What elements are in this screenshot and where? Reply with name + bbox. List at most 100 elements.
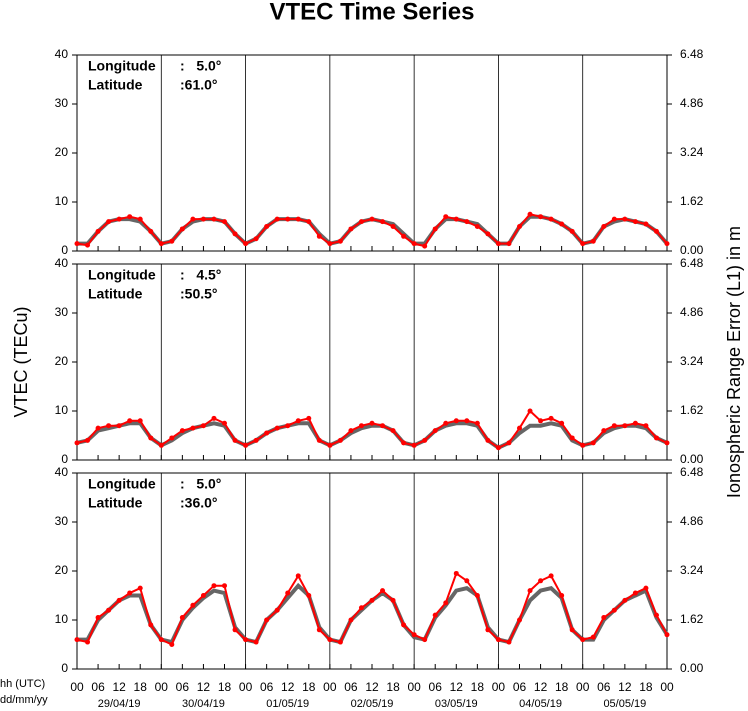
y2-tick-label: 4.86 <box>680 96 704 110</box>
data-point <box>653 228 659 234</box>
data-point <box>590 238 596 244</box>
data-point <box>211 583 217 589</box>
data-point <box>306 593 312 598</box>
data-point <box>348 428 354 434</box>
data-point <box>517 617 522 623</box>
data-point <box>643 221 649 227</box>
data-point <box>253 639 259 645</box>
annotation-label: Latitude <box>88 77 143 93</box>
x-tick-label: 06 <box>429 680 443 694</box>
data-point <box>380 423 386 429</box>
data-point <box>474 224 480 229</box>
x-tick-label: 00 <box>492 680 506 694</box>
y2-tick-label: 1.62 <box>680 403 704 417</box>
date-label: 01/05/19 <box>266 698 309 710</box>
series-line <box>76 421 668 451</box>
data-point <box>158 442 164 448</box>
x-tick-label: 12 <box>450 680 464 694</box>
data-point <box>369 420 375 426</box>
y2-tick-label: 6.48 <box>680 47 704 61</box>
y2-tick-label: 6.48 <box>680 465 704 479</box>
x-tick-label: 00 <box>239 680 253 694</box>
series-line <box>76 409 668 449</box>
data-point <box>295 573 301 579</box>
y2-tick-label: 3.24 <box>680 354 704 368</box>
data-point <box>222 219 227 225</box>
data-point <box>548 415 554 421</box>
y2-tick-label: 3.24 <box>680 145 704 159</box>
data-point <box>569 228 575 234</box>
date-label: 02/05/19 <box>351 698 394 710</box>
data-point <box>569 627 575 633</box>
y-tick-label: 10 <box>55 403 69 417</box>
x-tick-label: 12 <box>365 680 379 694</box>
data-point <box>348 226 354 232</box>
data-point <box>148 228 154 234</box>
series-line <box>77 582 669 645</box>
data-point <box>306 415 312 421</box>
data-point <box>632 219 638 225</box>
data-point <box>632 420 638 426</box>
annotation-label: Latitude <box>88 286 143 302</box>
data-point <box>506 639 512 645</box>
y2-tick-label: 0.00 <box>680 452 704 466</box>
x-axis-label: hh (UTC) <box>0 678 45 690</box>
data-point <box>453 570 459 576</box>
y-tick-label: 40 <box>55 465 69 479</box>
data-point <box>169 435 175 441</box>
data-point <box>85 437 91 443</box>
data-point <box>611 216 617 222</box>
data-point <box>137 585 143 591</box>
x-tick-label: 18 <box>134 680 148 694</box>
date-label: 04/05/19 <box>519 698 562 710</box>
date-label: 29/04/19 <box>98 698 141 710</box>
x-tick-label: 06 <box>260 680 274 694</box>
data-point <box>611 607 617 613</box>
data-point <box>495 445 501 451</box>
plot-frame <box>76 263 668 461</box>
data-point <box>664 241 670 247</box>
data-point <box>390 428 396 434</box>
data-point <box>222 420 227 426</box>
data-point <box>211 415 217 421</box>
data-point <box>601 224 607 229</box>
data-point <box>538 418 544 424</box>
data-point <box>316 233 322 239</box>
data-point <box>85 639 91 645</box>
y2-tick-label: 6.48 <box>680 256 704 270</box>
data-point <box>327 442 333 448</box>
data-point <box>74 241 80 247</box>
data-point <box>285 423 291 429</box>
data-point <box>148 435 154 441</box>
data-point <box>485 437 491 443</box>
data-point <box>390 224 396 229</box>
data-point <box>295 216 301 222</box>
data-point <box>485 231 491 237</box>
data-point <box>337 639 343 645</box>
data-point <box>380 588 386 594</box>
data-point <box>653 435 659 441</box>
data-point <box>95 425 101 431</box>
data-point <box>527 408 533 414</box>
data-point <box>337 437 343 443</box>
data-point <box>274 607 280 613</box>
data-point <box>464 418 470 424</box>
data-point <box>106 423 112 429</box>
x-tick-label: 00 <box>155 680 169 694</box>
data-point <box>664 632 670 638</box>
data-point <box>485 627 491 633</box>
y-tick-label: 30 <box>55 514 69 528</box>
data-point <box>211 216 217 222</box>
data-point <box>222 583 227 589</box>
data-point <box>464 578 470 584</box>
data-point <box>95 228 101 234</box>
data-point <box>443 420 449 426</box>
data-point <box>517 425 522 431</box>
data-point <box>611 423 617 429</box>
data-point <box>264 430 270 436</box>
y2-axis-label: Ionospheric Range Error (L1) in m <box>724 226 744 498</box>
y2-tick-label: 0.00 <box>680 661 704 675</box>
x-tick-label: 18 <box>555 680 569 694</box>
y-tick-label: 20 <box>55 563 69 577</box>
y-tick-label: 40 <box>55 47 69 61</box>
